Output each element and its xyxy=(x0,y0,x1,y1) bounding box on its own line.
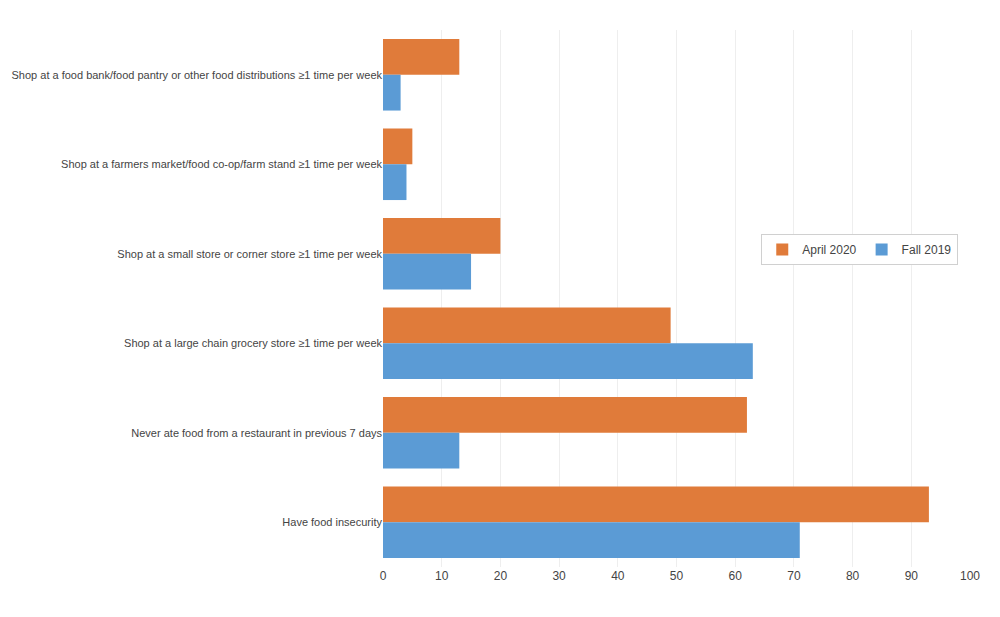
svg-text:Never ate food from a restaura: Never ate food from a restaurant in prev… xyxy=(131,427,382,439)
svg-text:80: 80 xyxy=(846,569,860,583)
svg-text:40: 40 xyxy=(611,569,625,583)
svg-text:Shop at a farmers market/food: Shop at a farmers market/food co-op/farm… xyxy=(61,158,382,170)
svg-text:Have food insecurity: Have food insecurity xyxy=(282,516,382,528)
svg-text:April 2020: April 2020 xyxy=(802,243,856,257)
svg-text:20: 20 xyxy=(494,569,508,583)
svg-text:50: 50 xyxy=(670,569,684,583)
svg-text:30: 30 xyxy=(552,569,566,583)
svg-text:Shop at a small store or corne: Shop at a small store or corner store ≥1… xyxy=(117,248,382,260)
svg-text:Fall 2019: Fall 2019 xyxy=(902,243,952,257)
svg-text:10: 10 xyxy=(435,569,449,583)
svg-text:0: 0 xyxy=(380,569,387,583)
svg-text:60: 60 xyxy=(729,569,743,583)
svg-text:Shop at a large chain grocery: Shop at a large chain grocery store ≥1 t… xyxy=(124,337,382,349)
svg-text:90: 90 xyxy=(905,569,919,583)
svg-text:Shop at a food bank/food pantr: Shop at a food bank/food pantry or other… xyxy=(12,69,383,81)
svg-text:70: 70 xyxy=(787,569,801,583)
svg-text:100: 100 xyxy=(960,569,980,583)
